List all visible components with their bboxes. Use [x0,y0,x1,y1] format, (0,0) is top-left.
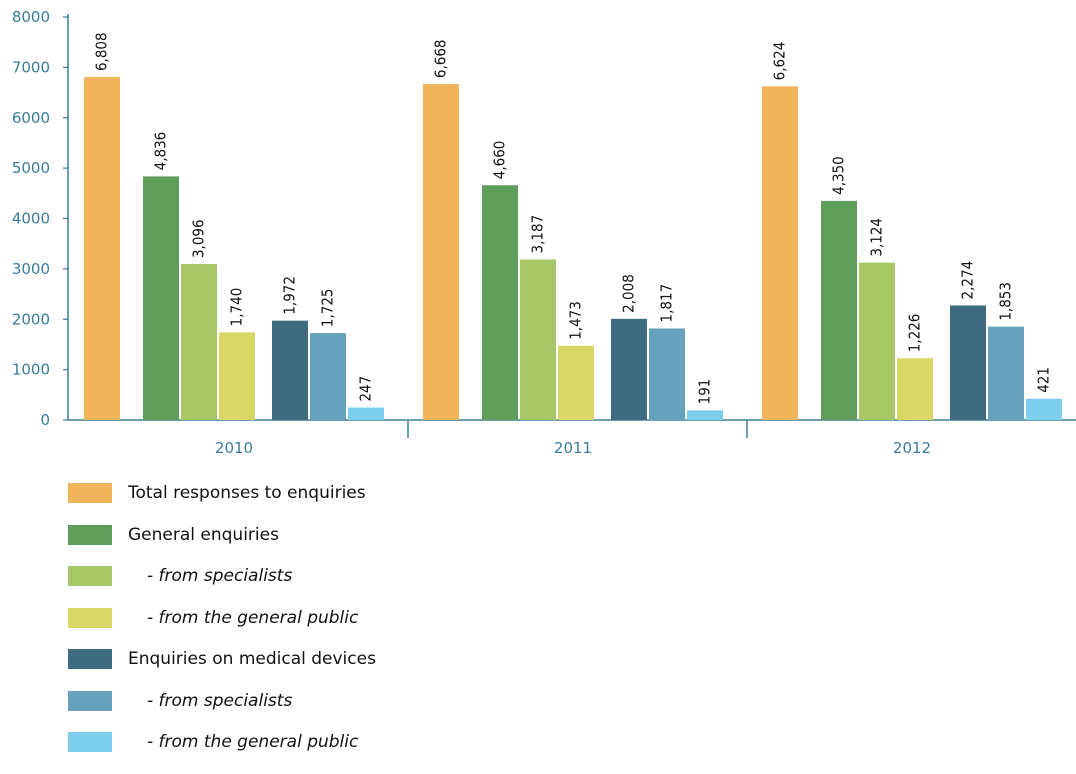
y-tick-label: 6000 [12,109,50,127]
x-tick-label: 2011 [554,439,592,457]
bar [897,358,933,420]
data-label: 3,124 [868,218,886,257]
y-tick-label: 3000 [12,260,50,278]
data-label: 2,274 [959,261,977,300]
legend-item: - from specialists [68,690,376,711]
legend-item: Total responses to enquiries [68,483,376,503]
legend-swatch [68,566,112,586]
legend-item: - from the general public [68,607,376,628]
legend-label: - from specialists [147,566,293,586]
legend-item: General enquiries [68,524,376,545]
legend-label: Total responses to enquiries [128,483,366,503]
legend-swatch [68,690,112,711]
bar [84,77,120,420]
data-label: 191 [696,379,714,405]
x-tick-label: 2010 [215,439,253,457]
y-tick-label: 2000 [12,310,50,328]
bar [762,86,798,420]
bar [482,185,518,420]
bar [143,176,179,420]
data-label: 6,808 [93,32,111,71]
data-label: 1,853 [997,282,1015,321]
x-tick-label: 2012 [893,439,931,457]
legend-label: - from the general public [147,732,359,752]
data-label: 1,740 [228,288,246,327]
bar [1026,398,1062,420]
data-label: 1,972 [281,276,299,315]
y-tick-label: 0 [40,411,50,429]
data-label: 1,226 [906,314,924,353]
bar [272,320,308,420]
data-label: 421 [1035,367,1053,393]
legend-label: Enquiries on medical devices [128,649,376,669]
legend: Total responses to enquiries General enqu… [68,483,376,774]
y-tick-label: 4000 [12,210,50,228]
bar [423,84,459,421]
bar [181,264,217,420]
bar [821,200,857,420]
bar-chart: 0 1000 2000 3000 4000 5000 6000 7000 8000 6,808 4,… [12,8,1076,457]
data-label: 4,660 [491,141,509,180]
bar [348,407,384,420]
legend-swatch [68,483,112,503]
bar [649,328,685,420]
legend-item: - from the general public [68,732,376,752]
data-label: 1,473 [567,301,585,340]
legend-swatch [68,649,112,669]
data-label: 4,350 [830,156,848,195]
legend-label: - from specialists [147,690,293,711]
data-label: 3,096 [190,219,208,258]
data-label: 6,624 [771,42,789,81]
bar [988,326,1024,420]
y-tick-label: 8000 [12,8,50,26]
bar [950,305,986,420]
data-label: 2,008 [620,274,638,313]
y-tick-label: 5000 [12,159,50,177]
bar [520,259,556,420]
bar [611,318,647,420]
data-label: 1,817 [658,284,676,323]
y-tick-label: 7000 [12,58,50,76]
bar [219,332,255,420]
data-label: 6,668 [432,39,450,78]
data-label: 3,187 [529,215,547,254]
data-label: 4,836 [152,132,170,171]
legend-label: - from the general public [147,607,359,628]
legend-item: Enquiries on medical devices [68,649,376,669]
legend-item: - from specialists [68,566,376,586]
bar [859,262,895,420]
data-label: 1,725 [319,288,337,327]
bar [558,345,594,420]
legend-swatch [68,607,112,628]
bar [310,333,346,420]
legend-swatch [68,732,112,752]
bar [687,410,723,420]
data-label: 247 [357,376,375,402]
y-tick-label: 1000 [12,361,50,379]
legend-label: General enquiries [128,524,279,545]
legend-swatch [68,524,112,545]
